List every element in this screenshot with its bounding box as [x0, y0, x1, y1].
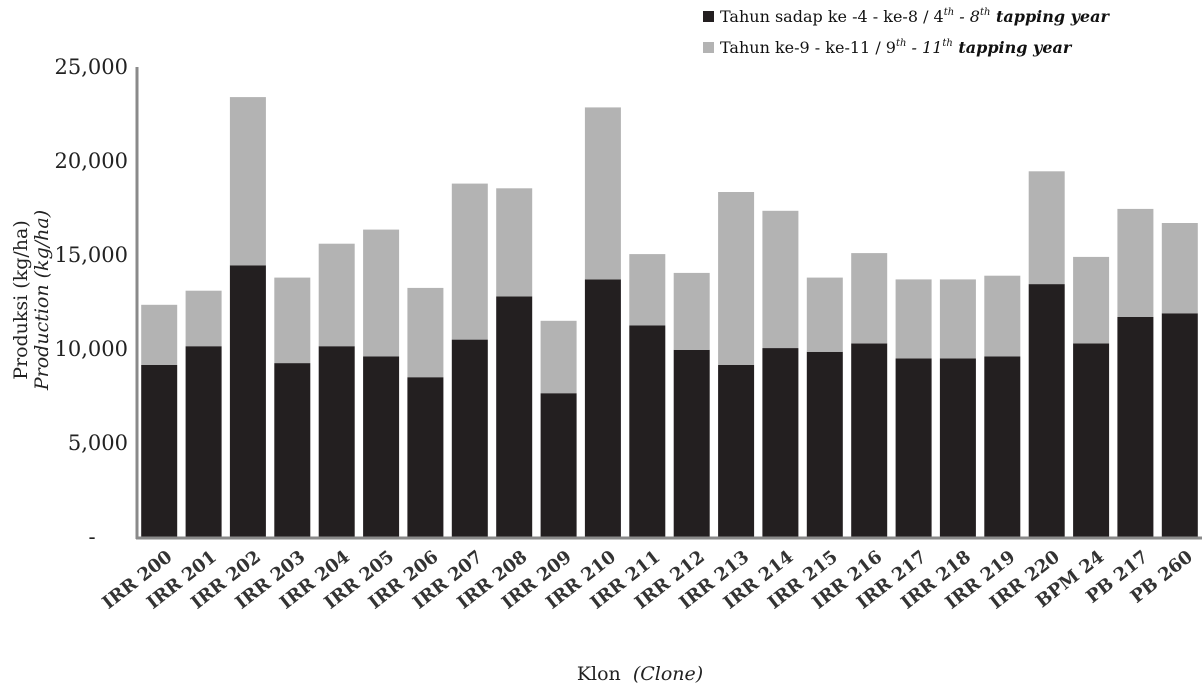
bars-group — [141, 97, 1198, 537]
bar-segment-series-1-irr-206 — [407, 377, 444, 537]
legend-swatch-series-1 — [703, 11, 714, 22]
bar-segment-series-1-irr-210 — [584, 279, 621, 537]
bar-segment-series-2-irr-215 — [806, 277, 843, 352]
bar-segment-series-1-irr-203 — [274, 363, 311, 537]
bar-segment-series-2-irr-201 — [185, 290, 222, 347]
legend-1-sup2: th — [980, 7, 990, 18]
bar-segment-series-2-irr-213 — [718, 192, 755, 365]
bar-segment-series-2-irr-200 — [141, 304, 178, 365]
y-axis-title-line1: Produksi (kg/ha) — [10, 220, 32, 380]
bar-segment-series-1-irr-207 — [451, 339, 488, 537]
bar-segment-series-2-bpm-24 — [1073, 256, 1110, 344]
legend-label-series-1: Tahun sadap ke -4 - ke-8 / 4th - 8th tap… — [720, 7, 1110, 26]
bar-segment-series-2-irr-202 — [229, 97, 266, 266]
legend-1-sup1: th — [944, 7, 954, 18]
legend: Tahun sadap ke -4 - ke-8 / 4th - 8th tap… — [703, 7, 1110, 57]
bar-segment-series-1-irr-212 — [673, 349, 710, 537]
legend-2-sup2: th — [942, 38, 952, 49]
bar-segment-series-2-irr-216 — [851, 253, 888, 344]
y-axis-title-line2: Production (kg/ha) — [31, 210, 53, 391]
bar-segment-series-2-irr-209 — [540, 320, 577, 394]
bar-segment-series-1-irr-211 — [629, 325, 666, 537]
bar-segment-series-2-irr-208 — [496, 188, 533, 297]
bar-segment-series-1-irr-214 — [762, 348, 799, 537]
bar-segment-series-2-irr-218 — [939, 279, 976, 359]
legend-2-main: Tahun ke-9 - ke-11 / 9 — [720, 38, 896, 57]
bar-segment-series-2-irr-206 — [407, 287, 444, 378]
x-axis-title: Klon (Clone) — [577, 663, 703, 685]
y-tick-label: 10,000 — [55, 337, 128, 361]
y-tick-label: 20,000 — [55, 149, 128, 173]
bar-segment-series-2-pb-260 — [1161, 223, 1198, 314]
y-tick-label: 15,000 — [55, 243, 128, 267]
legend-2-mid: - 11 — [906, 38, 942, 57]
bar-segment-series-1-irr-219 — [984, 356, 1021, 537]
legend-label-series-2: Tahun ke-9 - ke-11 / 9th - 11th tapping … — [720, 38, 1073, 57]
bar-segment-series-1-irr-204 — [318, 346, 355, 537]
bar-segment-series-2-irr-207 — [451, 183, 488, 340]
bar-segment-series-2-irr-211 — [629, 254, 666, 326]
x-axis-title-main: Klon — [577, 663, 621, 685]
bar-segment-series-2-irr-214 — [762, 210, 799, 348]
x-axis-title-italic: (Clone) — [633, 663, 703, 685]
bar-segment-series-1-irr-220 — [1028, 284, 1065, 537]
y-ticks-group: - 5,000 10,000 15,000 20,000 25,000 — [55, 55, 128, 549]
legend-2-tail: tapping year — [953, 38, 1073, 57]
bar-segment-series-1-pb-217 — [1117, 317, 1154, 537]
bar-segment-series-2-irr-217 — [895, 279, 932, 359]
bar-segment-series-1-irr-217 — [895, 358, 932, 537]
bar-segment-series-2-irr-220 — [1028, 171, 1065, 285]
bar-segment-series-2-irr-203 — [274, 277, 311, 364]
bar-segment-series-1-irr-202 — [229, 265, 266, 537]
bar-segment-series-1-pb-260 — [1161, 313, 1198, 537]
bar-segment-series-1-irr-200 — [141, 365, 178, 537]
bar-segment-series-2-irr-204 — [318, 243, 355, 347]
bar-segment-series-2-irr-210 — [584, 107, 621, 280]
bar-segment-series-1-irr-209 — [540, 393, 577, 537]
bar-segment-series-1-irr-201 — [185, 346, 222, 537]
bar-segment-series-2-irr-219 — [984, 275, 1021, 357]
bar-segment-series-2-irr-212 — [673, 272, 710, 350]
bar-segment-series-2-pb-217 — [1117, 208, 1154, 317]
legend-2-sup1: th — [896, 38, 906, 49]
legend-1-main: Tahun sadap ke -4 - ke-8 / 4 — [720, 7, 944, 26]
y-tick-label: 25,000 — [55, 55, 128, 79]
bar-segment-series-1-irr-216 — [851, 343, 888, 537]
y-tick-label: 5,000 — [68, 431, 128, 455]
axes-group — [135, 67, 1202, 540]
y-tick-label: - — [88, 525, 95, 549]
bar-segment-series-1-irr-208 — [496, 296, 533, 537]
bar-segment-series-1-irr-205 — [363, 356, 400, 537]
bar-segment-series-1-irr-215 — [806, 351, 843, 537]
legend-1-tail: tapping year — [990, 7, 1110, 26]
bar-segment-series-1-irr-213 — [718, 365, 755, 537]
bar-segment-series-2-irr-205 — [363, 229, 400, 357]
legend-swatch-series-2 — [703, 42, 714, 53]
bar-segment-series-1-bpm-24 — [1073, 343, 1110, 537]
bar-segment-series-1-irr-218 — [939, 358, 976, 537]
legend-1-mid: - 8 — [954, 7, 980, 26]
